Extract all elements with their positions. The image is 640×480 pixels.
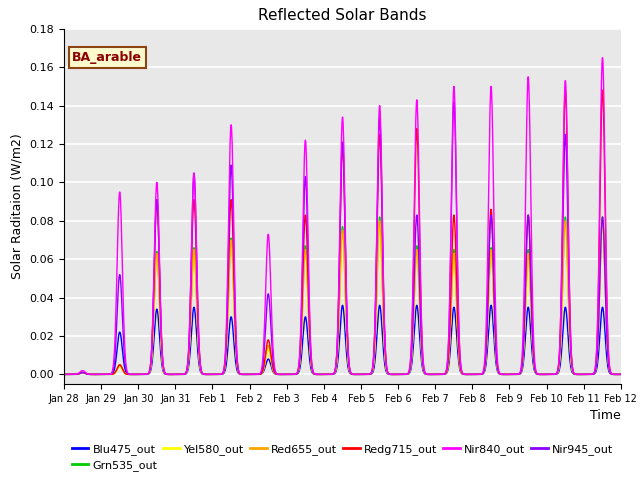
X-axis label: Time: Time	[590, 409, 621, 422]
Yel580_out	[376, 222, 383, 228]
Red655_out	[617, 372, 625, 377]
Grn535_out	[617, 372, 625, 377]
Blu475_out	[371, 360, 379, 366]
Grn535_out	[358, 372, 366, 377]
Grn535_out	[504, 372, 512, 377]
Nir945_out	[450, 99, 458, 105]
Title: Reflected Solar Bands: Reflected Solar Bands	[258, 9, 427, 24]
Line: Red655_out: Red655_out	[64, 221, 621, 374]
Nir840_out	[60, 372, 68, 377]
Red655_out	[584, 372, 591, 377]
Nir840_out	[617, 372, 625, 377]
Blu475_out	[584, 372, 591, 377]
Grn535_out	[60, 372, 68, 377]
Redg715_out	[60, 372, 68, 377]
Yel580_out	[504, 372, 512, 377]
Text: BA_arable: BA_arable	[72, 51, 142, 64]
Blu475_out	[216, 372, 223, 377]
Redg715_out	[358, 372, 366, 377]
Line: Redg715_out: Redg715_out	[64, 90, 621, 374]
Blu475_out	[504, 372, 512, 377]
Redg715_out	[568, 359, 575, 364]
Nir945_out	[60, 372, 68, 377]
Nir840_out	[371, 334, 378, 340]
Red655_out	[504, 372, 512, 377]
Nir945_out	[504, 372, 512, 377]
Nir840_out	[504, 372, 512, 377]
Grn535_out	[568, 364, 575, 370]
Nir945_out	[617, 372, 625, 377]
Line: Nir945_out: Nir945_out	[64, 102, 621, 374]
Redg715_out	[561, 87, 569, 93]
Yel580_out	[358, 372, 366, 377]
Yel580_out	[584, 372, 591, 377]
Nir840_out	[358, 372, 366, 377]
Blu475_out	[617, 372, 625, 377]
Y-axis label: Solar Raditaion (W/m2): Solar Raditaion (W/m2)	[11, 133, 24, 279]
Grn535_out	[216, 372, 223, 377]
Line: Grn535_out: Grn535_out	[64, 217, 621, 374]
Redg715_out	[371, 338, 378, 344]
Legend: Blu475_out, Grn535_out, Yel580_out, Red655_out, Redg715_out, Nir840_out, Nir945_: Blu475_out, Grn535_out, Yel580_out, Red6…	[67, 439, 618, 476]
Red655_out	[60, 372, 68, 377]
Yel580_out	[568, 365, 575, 371]
Nir840_out	[598, 55, 606, 60]
Nir840_out	[568, 354, 575, 360]
Blu475_out	[339, 302, 346, 308]
Yel580_out	[60, 372, 68, 377]
Yel580_out	[371, 350, 378, 356]
Redg715_out	[504, 372, 512, 377]
Line: Blu475_out: Blu475_out	[64, 305, 621, 374]
Red655_out	[568, 364, 575, 370]
Nir945_out	[584, 372, 591, 377]
Red655_out	[371, 350, 378, 356]
Line: Nir840_out: Nir840_out	[64, 58, 621, 374]
Yel580_out	[216, 372, 223, 377]
Nir840_out	[216, 372, 223, 377]
Line: Yel580_out: Yel580_out	[64, 225, 621, 374]
Nir945_out	[568, 360, 575, 366]
Redg715_out	[584, 372, 591, 377]
Red655_out	[376, 218, 383, 224]
Red655_out	[358, 372, 366, 377]
Yel580_out	[617, 372, 625, 377]
Blu475_out	[359, 372, 367, 377]
Nir945_out	[216, 372, 223, 377]
Redg715_out	[216, 372, 223, 377]
Blu475_out	[60, 372, 68, 377]
Nir945_out	[371, 336, 378, 341]
Nir840_out	[583, 372, 591, 377]
Grn535_out	[376, 214, 383, 220]
Redg715_out	[617, 372, 625, 377]
Blu475_out	[568, 369, 575, 374]
Nir945_out	[358, 372, 366, 377]
Grn535_out	[371, 349, 378, 355]
Grn535_out	[584, 372, 591, 377]
Red655_out	[216, 372, 223, 377]
